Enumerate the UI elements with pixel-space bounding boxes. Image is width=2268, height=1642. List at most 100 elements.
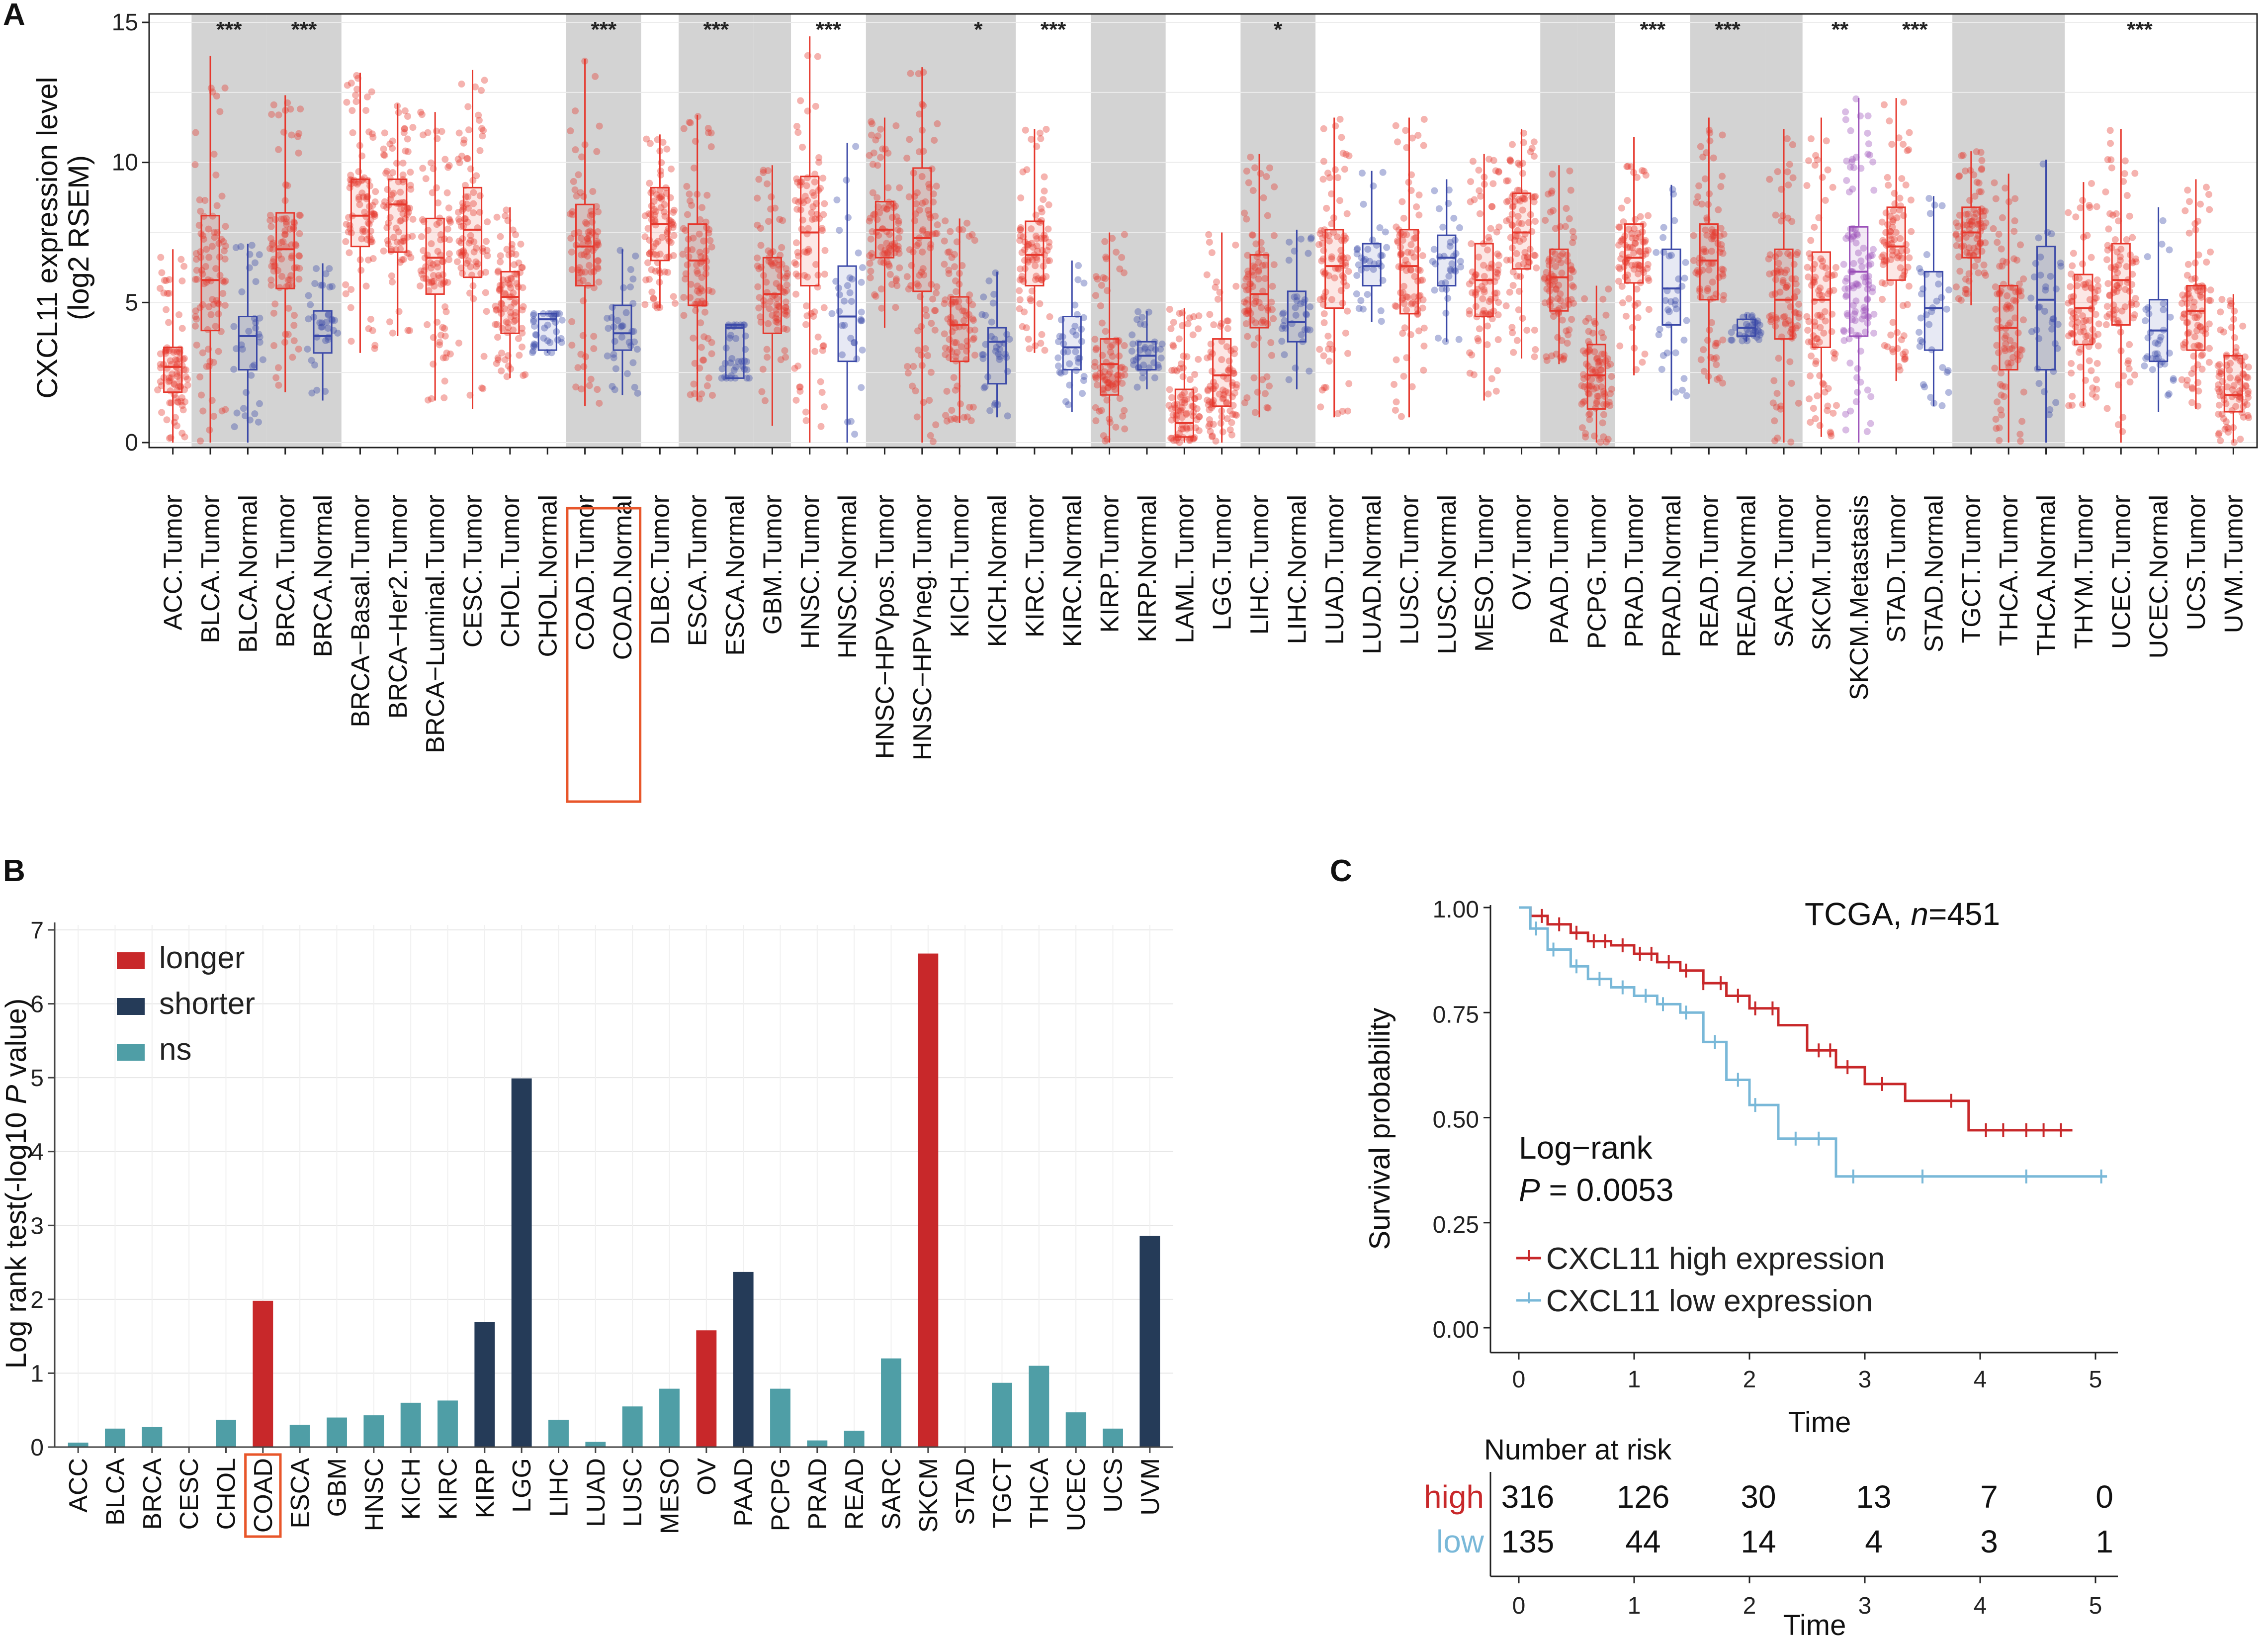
data-point [196,373,203,380]
data-point [2107,140,2114,147]
data-point [1823,137,1830,144]
data-point [756,294,763,301]
data-point [1830,184,1836,191]
data-point [1608,386,1615,393]
risk-value: 13 [1856,1479,1891,1515]
box-ucs-tumor [2179,179,2214,409]
data-point [1699,154,1706,161]
data-point [1905,146,1912,153]
data-point [1842,108,1849,115]
data-point [815,159,822,166]
data-point [445,256,452,263]
data-point [1869,288,1876,295]
data-point [848,418,855,425]
data-point [1679,387,1686,394]
legend-swatch-shorter [117,998,145,1015]
data-point [175,311,182,318]
data-point [2028,328,2035,335]
iqr-box [239,317,257,370]
data-point [914,413,921,420]
data-point [409,233,416,240]
data-point [513,251,520,258]
data-point [580,363,587,370]
bar-brca [142,1427,162,1447]
data-point [248,372,255,379]
data-point [578,385,585,392]
data-point [1618,204,1625,211]
data-point [903,155,910,162]
data-point [2131,371,2138,378]
data-point [1252,409,1259,416]
km-curve-high [1519,908,2073,1130]
data-point [799,144,806,151]
category-label: STAD.Normal [1919,495,1948,652]
data-point [580,297,587,304]
iqr-box [351,179,369,246]
data-point [933,182,940,189]
data-point [1531,353,1538,360]
category-label: BRCA−Her2.Tumor [384,495,413,719]
data-point [178,277,185,284]
panel-b-category-labels: ACC BLCA BRCA CESC CHOL COAD ESCA GBM HNSC KICH KI… [64,1447,1165,1534]
data-point [1037,135,1044,142]
data-point [945,267,952,274]
data-point [1209,249,1216,256]
data-point [858,316,865,323]
data-point [963,220,970,227]
data-point [348,304,354,311]
iqr-box [1887,207,1905,280]
data-point [1092,292,1099,299]
data-point [1803,313,1810,320]
data-point [297,105,304,112]
data-point [1978,157,1985,164]
data-point [1531,252,1538,259]
data-point [1329,346,1336,353]
iqr-box [164,347,182,392]
category-label: ESCA [286,1458,315,1529]
data-point [1550,313,1557,320]
data-point [1866,152,1873,159]
data-point [709,288,716,295]
data-point [1166,386,1173,393]
category-label: UCEC [1062,1458,1091,1531]
data-point [2068,369,2075,376]
data-point [1918,290,1925,297]
iqr-box [1250,255,1268,328]
data-point [1271,183,1278,190]
category-label: KIRC.Normal [1058,495,1087,647]
box-prad-normal [1653,185,1690,401]
data-point [1046,313,1053,320]
category-label: LGG.Tumor [1208,495,1237,631]
data-point [906,136,913,143]
data-point [1810,405,1817,412]
data-point [198,391,205,398]
data-point [519,344,525,351]
category-label: LIHC [545,1458,574,1517]
data-point [1925,195,1932,202]
data-point [2057,263,2064,270]
data-point [1982,219,1989,226]
panel-a-letter: A [3,0,25,32]
category-label: THYM.Tumor [2070,495,2098,649]
data-point [680,225,687,232]
data-point [1807,237,1814,244]
legend-label: CXCL11 high expression [1546,1242,1885,1276]
data-point [634,390,641,397]
data-point [1364,291,1371,298]
bar-ucs [1103,1429,1123,1447]
data-point [663,146,670,153]
iqr-box [1775,249,1793,339]
data-point [2086,357,2093,364]
data-point [1170,437,1177,444]
box-ucec-tumor [2102,127,2140,443]
risk-value: 135 [1501,1524,1555,1559]
data-point [754,222,761,229]
data-point [2126,341,2133,348]
data-point [1393,303,1400,310]
category-label: BRCA.Tumor [271,495,300,647]
data-point [1117,395,1124,402]
data-point [371,342,378,349]
data-point [586,382,593,389]
data-point [1568,316,1575,323]
bar-chol [216,1420,236,1447]
